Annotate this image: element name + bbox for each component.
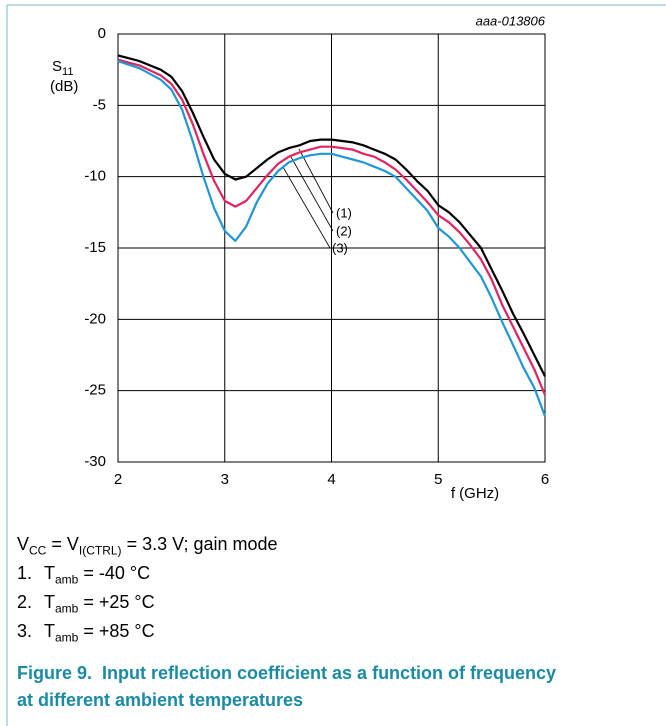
x-tick-label: 6 xyxy=(541,471,549,488)
note-text: T xyxy=(44,563,55,583)
series-label: (1) xyxy=(336,205,352,220)
note-text: 3. xyxy=(17,621,33,641)
y-tick-label: -30 xyxy=(84,453,106,470)
note-text: 1. xyxy=(17,563,33,583)
note: VCC = VI(CTRL) = 3.3 V; gain mode xyxy=(17,530,278,559)
series-line xyxy=(117,60,547,417)
x-tick-label: 4 xyxy=(327,471,335,488)
y-tick-label: -25 xyxy=(84,382,106,399)
note-subscript: CC xyxy=(29,543,47,558)
note-text: = +25 °C xyxy=(78,592,155,612)
y-tick-label: -10 xyxy=(84,168,106,185)
x-axis-label: f (GHz) xyxy=(451,485,499,502)
x-tick-label: 5 xyxy=(434,471,442,488)
y-label-sub: 11 xyxy=(62,66,73,78)
note: 1. Tamb = -40 °C xyxy=(17,559,278,588)
note: 2. Tamb = +25 °C xyxy=(17,588,278,617)
y-tick-label: -20 xyxy=(84,310,106,327)
series-line xyxy=(117,54,546,377)
note-text: T xyxy=(44,592,55,612)
note-text: V xyxy=(17,534,30,554)
note-subscript: amb xyxy=(55,630,79,645)
note-subscript: amb xyxy=(55,572,79,587)
note-text: = -40 °C xyxy=(78,563,151,583)
x-tick-label: 2 xyxy=(114,471,122,488)
series-label: (3) xyxy=(332,240,348,255)
note-text: T xyxy=(44,621,55,641)
leader-line xyxy=(282,166,331,249)
note-subscript: amb xyxy=(55,601,79,616)
note: 3. Tamb = +85 °C xyxy=(17,617,278,646)
series-label: (2) xyxy=(336,223,352,238)
notes: VCC = VI(CTRL) = 3.3 V; gain mode 1. Tamb … xyxy=(17,530,278,646)
caption: Figure 9. Input reflection coefficient a… xyxy=(17,663,562,710)
y-tick-label: 0 xyxy=(98,25,106,42)
y-axis-label: S11 xyxy=(52,58,73,78)
y-axis-unit: (dB) xyxy=(50,78,78,95)
y-label-main: S xyxy=(52,58,62,75)
note-text: 2. xyxy=(17,592,33,612)
series-line xyxy=(117,58,547,396)
note-text: = 3.3 V; gain mode xyxy=(121,534,278,554)
leader-line xyxy=(290,156,334,232)
note-text: = V xyxy=(46,534,79,554)
y-tick-label: -5 xyxy=(93,96,106,113)
leader-line xyxy=(298,148,334,214)
note-text: = +85 °C xyxy=(78,621,155,641)
x-tick-label: 3 xyxy=(221,471,229,488)
figure-id: aaa-013806 xyxy=(476,13,546,28)
y-tick-label: -15 xyxy=(84,239,106,256)
note-subscript: I(CTRL) xyxy=(78,543,122,558)
